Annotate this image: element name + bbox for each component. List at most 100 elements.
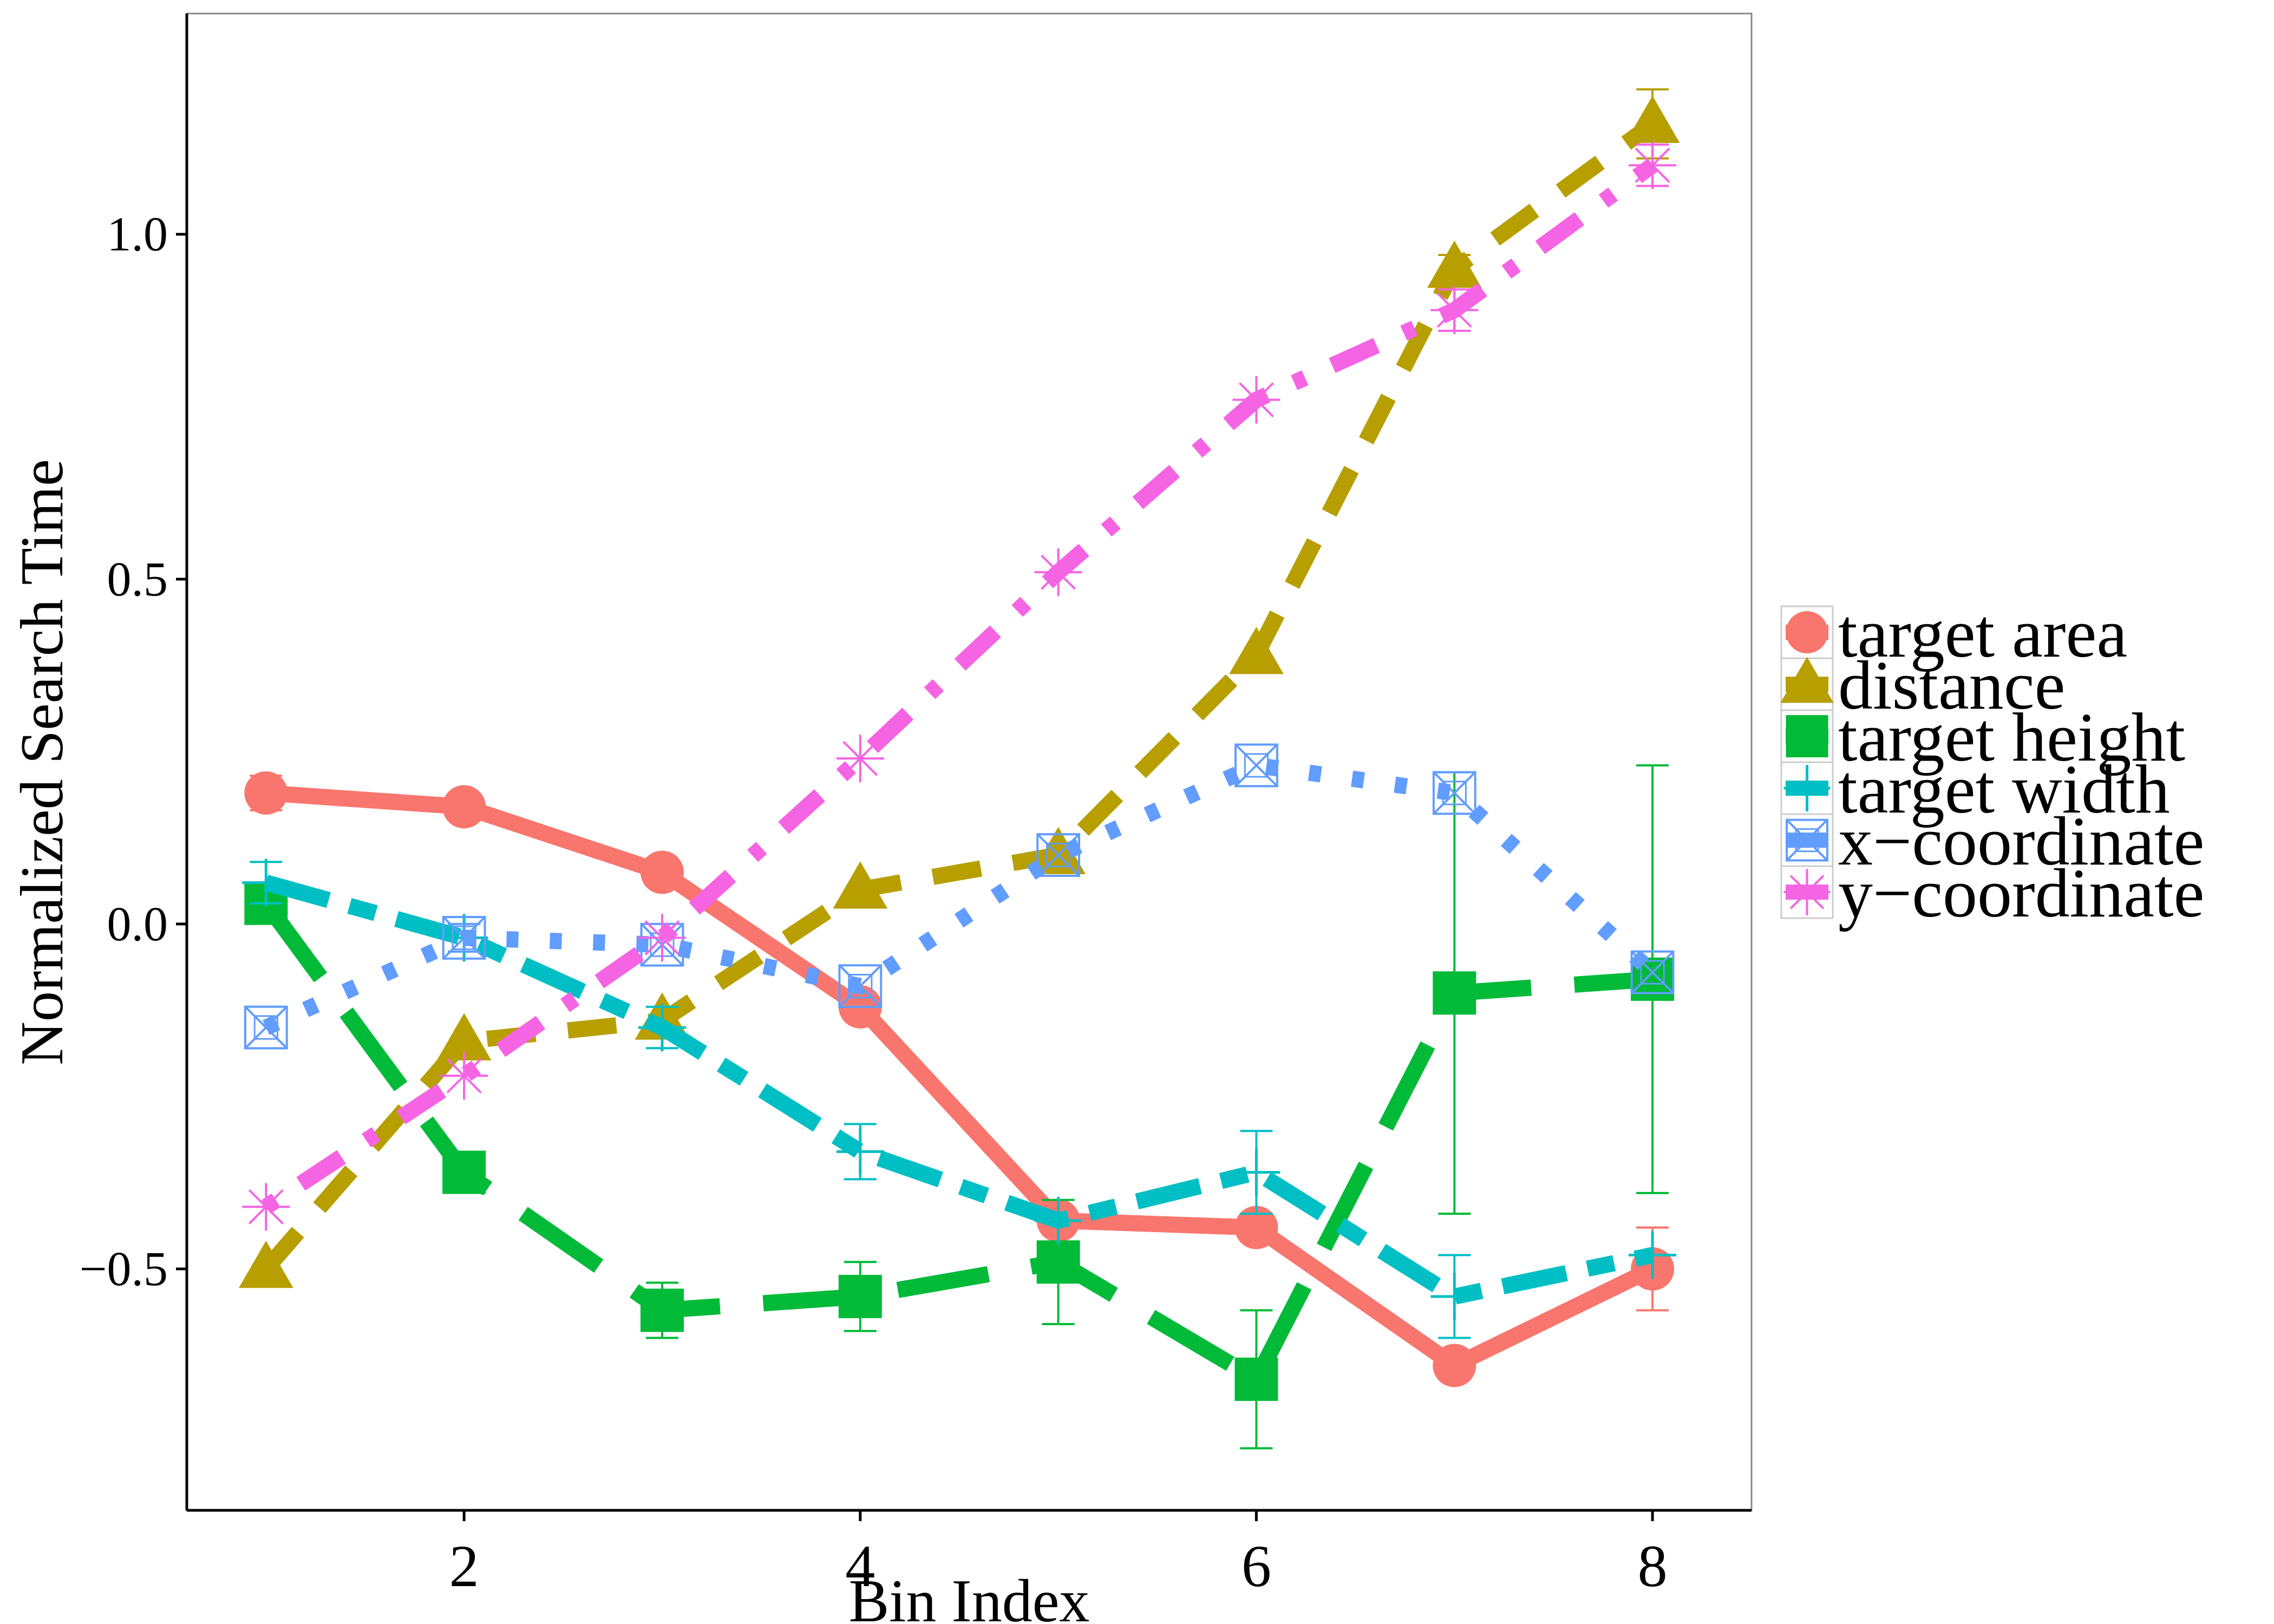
series-line (259, 898, 1654, 1391)
data-point (1234, 743, 1278, 788)
axes (185, 14, 1752, 1512)
data-point-stroke (1786, 819, 1828, 861)
data-point (1786, 611, 1828, 653)
data-point (1034, 1196, 1082, 1245)
data-point-inner-box (848, 973, 873, 999)
data-point (1629, 141, 1677, 189)
data-point-stroke (446, 1058, 482, 1093)
data-point-box (1036, 833, 1081, 877)
data-point (238, 1240, 293, 1288)
data-point (1036, 833, 1081, 877)
data-point (1430, 286, 1479, 334)
x-tick-label: 2 (449, 1533, 479, 1599)
data-point (1432, 771, 1476, 815)
data-point (1234, 1357, 1278, 1401)
legend-item: target height (1780, 699, 2185, 776)
data-point (833, 861, 888, 909)
data-point-box (244, 1005, 288, 1050)
series-distance (238, 88, 1680, 1288)
data-point-stroke (1238, 382, 1274, 418)
data-point-box (1432, 771, 1476, 815)
data-point (1780, 657, 1834, 703)
data-point-inner-box (1795, 828, 1819, 853)
data-point (1430, 1273, 1479, 1320)
data-point (1783, 869, 1831, 915)
data-point (838, 964, 883, 1009)
data-point-inner-box (1442, 781, 1467, 806)
data-point (1427, 240, 1482, 288)
data-point-stroke (838, 964, 882, 1008)
legend-item: target width (1780, 751, 2170, 828)
legend-label: target height (1838, 699, 2185, 776)
series-line (263, 757, 1658, 1035)
data-point-box (1786, 818, 1828, 862)
data-point-stroke (1234, 744, 1278, 787)
legend-label: target width (1838, 751, 2170, 828)
data-point (1433, 1344, 1476, 1387)
data-point-inner-box (1244, 753, 1269, 778)
data-point (242, 859, 290, 907)
data-point-stroke (1789, 875, 1825, 909)
y-tick-label: 0.5 (107, 553, 168, 606)
data-point (1234, 1206, 1278, 1249)
series-line (260, 117, 1657, 1274)
data-point-stroke (1433, 771, 1476, 815)
data-point (638, 914, 686, 962)
series-y-coordinate (242, 141, 1677, 1231)
data-point (836, 735, 884, 783)
data-point (1783, 765, 1831, 811)
y-tick-label: −0.5 (80, 1242, 168, 1296)
data-point (440, 1052, 488, 1100)
data-point (836, 1128, 884, 1176)
data-point-stroke (244, 1006, 288, 1049)
data-point (1229, 626, 1284, 675)
data-point-stroke (442, 916, 486, 960)
data-point-inner-box (452, 925, 476, 951)
data-point (1031, 827, 1086, 874)
series-line (265, 784, 1656, 1375)
data-point (442, 1150, 486, 1194)
legend-label: x−coordinate (1838, 803, 2204, 880)
data-point (1036, 1240, 1080, 1284)
data-point (1625, 95, 1680, 143)
data-point (1786, 818, 1828, 862)
y-tick-label: 1.0 (107, 208, 168, 261)
legend-item: target area (1780, 595, 2127, 672)
data-point (1232, 1148, 1280, 1196)
data-point (640, 1288, 684, 1332)
data-point (1630, 950, 1675, 994)
data-point (244, 1005, 288, 1050)
data-point-box (1630, 950, 1675, 994)
x-tick-label: 6 (1241, 1533, 1271, 1599)
data-point (640, 850, 684, 894)
legend-item: y−coordinate (1780, 855, 2204, 932)
y-axis-title: Normalized Search Time (9, 459, 76, 1065)
data-point (442, 916, 486, 960)
data-point-inner-box (1640, 960, 1665, 985)
plot-panel (186, 12, 1753, 1511)
data-point-stroke (1635, 147, 1670, 183)
data-point-stroke (1036, 833, 1080, 877)
data-point-stroke (1436, 292, 1472, 328)
x-axis-title: Bin Index (849, 1568, 1090, 1624)
data-point (838, 1275, 882, 1318)
data-point-inner-box (1046, 842, 1071, 868)
x-tick-label: 4 (845, 1533, 875, 1599)
y-tick-label: 0.0 (107, 898, 168, 951)
legend-label: distance (1838, 647, 2065, 724)
data-point-stroke (248, 1189, 284, 1224)
data-point (1232, 376, 1280, 424)
data-point (1786, 715, 1828, 757)
data-point-stroke (1041, 554, 1076, 590)
data-point-box (1234, 743, 1278, 788)
data-point (638, 1004, 686, 1052)
data-point-inner-box (253, 1015, 278, 1040)
data-point (244, 771, 288, 815)
series-layer (238, 88, 1680, 1450)
legend-label: y−coordinate (1838, 855, 2204, 932)
tick-layer: 2 4 6 8 −0.5 0.0 0.5 1.0 (80, 208, 1668, 1599)
data-point (242, 1183, 290, 1231)
legend-item: distance (1780, 647, 2065, 724)
series-line (264, 875, 1655, 1305)
